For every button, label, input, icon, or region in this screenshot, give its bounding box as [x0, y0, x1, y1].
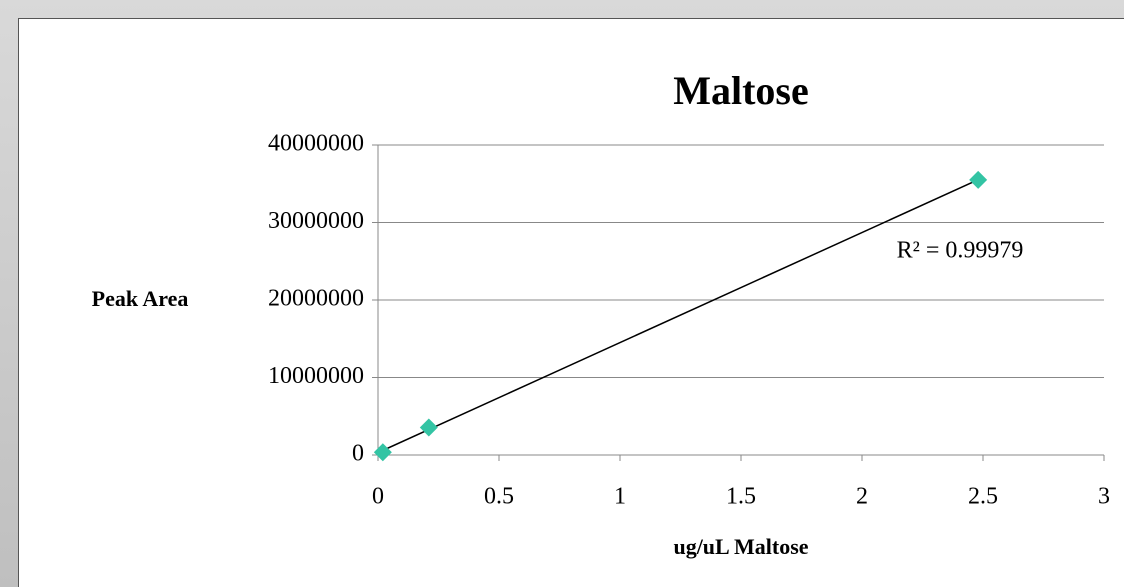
point — [373, 443, 392, 462]
trendline — [377, 179, 979, 454]
x-tick-label: 0.5 — [484, 484, 514, 510]
y-tick-label: 10000000 — [268, 363, 364, 389]
y-tick-label: 40000000 — [268, 131, 364, 157]
x-tick-label: 0 — [372, 484, 384, 510]
x-tick-label: 2.5 — [968, 484, 998, 510]
annotation: R² = 0.99979 — [897, 238, 1024, 264]
y-tick-label: 0 — [352, 441, 364, 467]
y-tick-label: 20000000 — [268, 286, 364, 312]
y-axis-label: Peak Area — [92, 286, 189, 311]
x-tick-label: 1.5 — [726, 484, 756, 510]
x-tick-label: 3 — [1098, 484, 1110, 510]
chart-title: Maltose — [673, 68, 809, 113]
point — [419, 418, 438, 437]
point — [969, 170, 988, 189]
x-axis-label: ug/uL Maltose — [673, 534, 808, 559]
chart-area — [18, 18, 1124, 587]
x-tick-label: 2 — [856, 484, 868, 510]
x-tick-label: 1 — [614, 484, 626, 510]
y-tick-label: 30000000 — [268, 208, 364, 234]
